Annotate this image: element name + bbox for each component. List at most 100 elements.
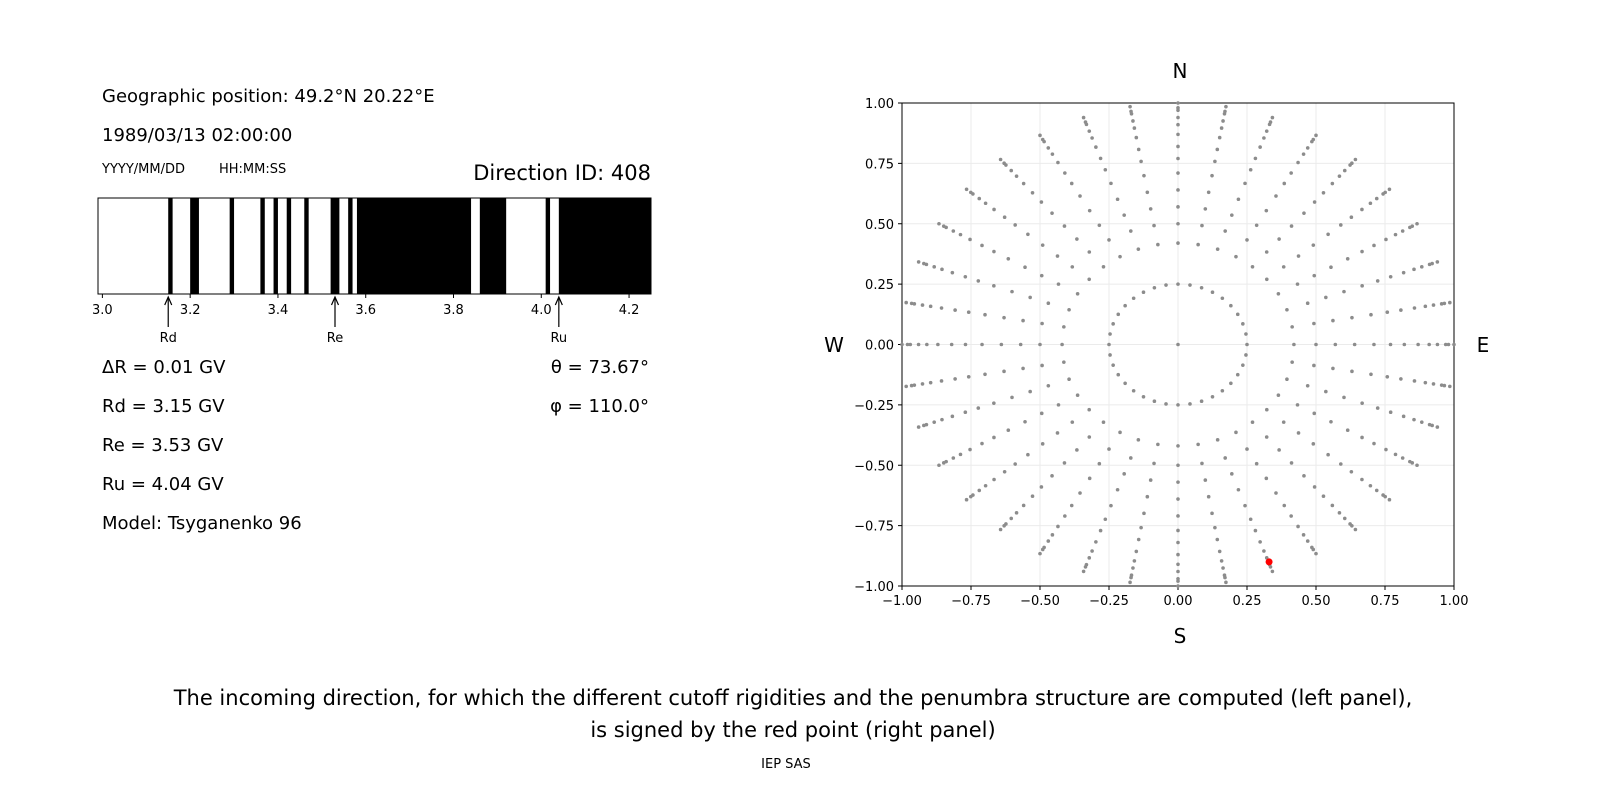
direction-point xyxy=(1264,208,1269,213)
direction-point xyxy=(1324,389,1328,394)
y-tick-label: −0.25 xyxy=(854,399,894,414)
direction-point xyxy=(1219,126,1224,130)
direction-point xyxy=(1046,301,1051,306)
penumbra-band xyxy=(190,198,199,294)
direction-point xyxy=(1075,448,1079,452)
direction-point xyxy=(1002,315,1006,320)
direction-point xyxy=(1176,569,1180,574)
direction-point xyxy=(1206,494,1211,499)
direction-point xyxy=(1412,379,1417,383)
direction-point xyxy=(1101,265,1106,269)
x-tick-label: 4.0 xyxy=(531,303,552,318)
direction-point xyxy=(1443,342,1448,347)
penumbra-band xyxy=(479,198,507,294)
direction-point xyxy=(1176,584,1180,588)
direction-id: Direction ID: 408 xyxy=(473,161,651,185)
penumbra-band xyxy=(273,198,278,294)
penumbra-band xyxy=(260,198,265,294)
direction-point xyxy=(1215,438,1220,442)
direction-point xyxy=(1345,428,1350,433)
direction-point xyxy=(1087,435,1092,439)
direction-point xyxy=(1423,304,1428,309)
direction-point xyxy=(1203,207,1208,211)
direction-point xyxy=(1245,447,1249,451)
direction-point xyxy=(1264,407,1269,412)
direction-point xyxy=(941,224,946,228)
direction-point xyxy=(1427,342,1431,347)
direction-point xyxy=(1234,254,1238,259)
y-tick-label: −1.00 xyxy=(854,580,894,595)
direction-point xyxy=(1448,300,1452,305)
direction-point xyxy=(980,441,984,446)
direction-point xyxy=(1221,119,1225,123)
direction-point xyxy=(1388,274,1393,279)
direction-point xyxy=(1296,254,1301,258)
direction-point xyxy=(1087,556,1092,560)
direction-point xyxy=(1410,224,1415,228)
direction-point xyxy=(1132,126,1137,130)
direction-point xyxy=(1372,441,1376,446)
direction-point xyxy=(1176,241,1180,245)
y-tick-label: 0.75 xyxy=(865,157,894,172)
direction-point xyxy=(1296,431,1301,435)
direction-point xyxy=(1387,187,1392,192)
direction-point xyxy=(1023,419,1027,424)
penumbra-band xyxy=(304,198,309,294)
direction-point xyxy=(1302,211,1306,215)
direction-point xyxy=(1338,223,1343,227)
direction-point xyxy=(1063,171,1067,175)
direction-point xyxy=(1435,342,1440,347)
direction-point xyxy=(912,302,917,306)
direction-point xyxy=(1087,250,1092,254)
direction-point xyxy=(992,207,996,212)
direction-point xyxy=(1069,181,1074,186)
stat-line: Ru = 4.04 GV xyxy=(102,474,224,495)
direction-point xyxy=(1305,146,1310,150)
direction-point xyxy=(1056,160,1060,165)
direction-point xyxy=(1213,159,1217,164)
direction-point xyxy=(1136,438,1141,442)
direction-point xyxy=(966,374,971,379)
direction-point xyxy=(1056,403,1061,407)
direction-point xyxy=(941,461,946,465)
direction-point xyxy=(953,377,957,381)
stat-line: Model: Tsyganenko 96 xyxy=(102,513,302,534)
direction-point xyxy=(1176,403,1180,407)
direction-point xyxy=(1264,476,1269,481)
penumbra-band xyxy=(356,198,472,294)
direction-point xyxy=(1290,325,1294,329)
direction-point xyxy=(1176,562,1180,567)
direction-point xyxy=(1148,207,1153,211)
direction-point xyxy=(1038,133,1042,138)
direction-point xyxy=(1221,566,1225,570)
direction-point xyxy=(1176,444,1180,448)
direction-point xyxy=(977,488,982,493)
direction-point xyxy=(1129,456,1133,460)
direction-point xyxy=(1030,494,1035,498)
direction-point xyxy=(928,304,933,309)
direction-point xyxy=(1188,283,1192,287)
direction-point xyxy=(1311,137,1316,142)
direction-point xyxy=(1028,389,1032,394)
direction-point xyxy=(1107,447,1111,451)
direction-point xyxy=(1002,215,1007,220)
direction-point xyxy=(1350,369,1354,374)
direction-point xyxy=(964,497,969,502)
direction-point xyxy=(1236,487,1241,492)
direction-point xyxy=(1374,488,1379,493)
direction-point xyxy=(1274,491,1278,495)
direction-point xyxy=(1132,559,1137,563)
direction-point xyxy=(1281,420,1286,424)
direction-point xyxy=(1090,136,1094,140)
time-format: HH:MM:SS xyxy=(219,162,286,177)
direction-point xyxy=(1087,129,1092,133)
direction-point xyxy=(1040,137,1045,142)
direction-point xyxy=(983,312,987,317)
direction-point xyxy=(1006,256,1011,261)
direction-point xyxy=(1199,399,1204,404)
marker-arrowhead xyxy=(554,295,563,306)
direction-point xyxy=(936,342,940,347)
direction-point xyxy=(1289,224,1294,228)
direction-point xyxy=(966,310,971,315)
x-tick-label: 1.00 xyxy=(1440,594,1469,609)
